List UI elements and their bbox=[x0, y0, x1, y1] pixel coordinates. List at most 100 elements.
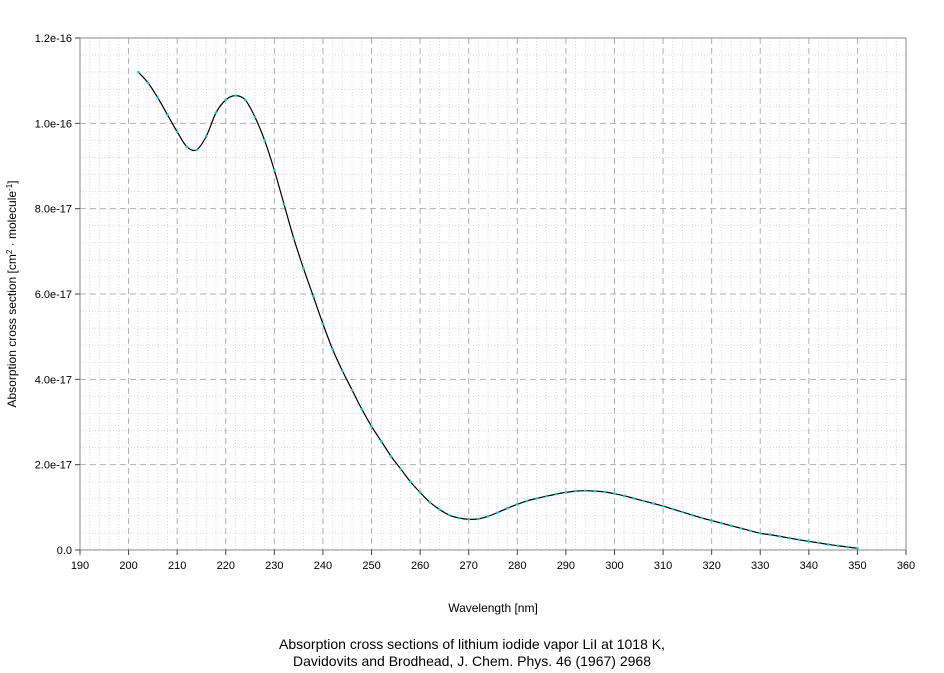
data-point bbox=[661, 504, 665, 508]
data-point bbox=[370, 424, 373, 428]
y-axis-label-part: · molecule bbox=[5, 191, 19, 250]
data-point bbox=[535, 497, 539, 500]
x-tick-label: 290 bbox=[557, 560, 575, 572]
data-point bbox=[836, 544, 840, 548]
y-axis-label-superscript: -1 bbox=[5, 183, 14, 191]
data-point bbox=[622, 494, 626, 498]
x-axis: 190 200 210 220 230 240 250 260 270 280 290 300 310 3… bbox=[71, 550, 915, 572]
x-tick-label: 260 bbox=[411, 560, 429, 572]
series bbox=[137, 70, 859, 550]
data-point bbox=[603, 490, 607, 494]
data-point bbox=[690, 513, 694, 517]
data-point bbox=[496, 511, 500, 514]
data-point bbox=[486, 514, 490, 518]
data-point bbox=[545, 494, 548, 498]
data-point bbox=[525, 499, 529, 503]
data-point bbox=[710, 519, 713, 522]
data-point bbox=[856, 546, 859, 550]
data-point bbox=[613, 492, 616, 495]
y-tick-label: 2.0e-17 bbox=[35, 460, 72, 472]
data-point bbox=[350, 388, 354, 392]
data-point bbox=[564, 491, 568, 494]
data-point bbox=[447, 513, 451, 517]
x-tick-label: 210 bbox=[168, 560, 186, 572]
x-tick-label: 220 bbox=[217, 560, 235, 572]
data-point bbox=[166, 113, 169, 117]
data-point bbox=[515, 503, 519, 506]
data-point bbox=[720, 521, 723, 525]
data-point bbox=[554, 492, 558, 496]
data-point bbox=[797, 538, 801, 542]
data-point bbox=[234, 94, 237, 97]
data-point bbox=[749, 529, 752, 533]
data-point bbox=[632, 497, 636, 500]
data-point bbox=[506, 506, 509, 510]
y-axis-label-superscript: 2 bbox=[5, 249, 14, 254]
chart: 190 200 210 220 230 240 250 260 270 280 290 300 310 3… bbox=[5, 33, 916, 615]
data-point bbox=[253, 115, 257, 119]
data-point bbox=[331, 348, 334, 351]
data-point bbox=[574, 489, 577, 493]
data-point bbox=[846, 545, 849, 549]
data-point bbox=[273, 168, 276, 172]
data-point bbox=[175, 130, 179, 134]
data-point bbox=[642, 499, 645, 503]
x-tick-label: 350 bbox=[848, 560, 866, 572]
data-point bbox=[146, 81, 150, 85]
y-axis-label-part: ] bbox=[5, 180, 19, 183]
data-point bbox=[243, 98, 247, 102]
data-point bbox=[195, 148, 198, 152]
data-point bbox=[729, 524, 733, 527]
y-axis: 0.0 2.0e-17 4.0e-17 6.0e-17 8.0e-17 1.0e-16 1.… bbox=[35, 33, 80, 557]
data-point bbox=[321, 322, 325, 326]
y-tick-label: 0.0 bbox=[57, 545, 72, 557]
data-point bbox=[438, 508, 441, 511]
data-point bbox=[584, 489, 587, 492]
y-tick-label: 1.2e-16 bbox=[35, 33, 72, 45]
data-point bbox=[282, 203, 286, 206]
x-tick-label: 190 bbox=[71, 560, 89, 572]
data-point bbox=[593, 489, 597, 493]
y-tick-label: 6.0e-17 bbox=[35, 289, 72, 301]
y-tick-label: 1.0e-16 bbox=[35, 118, 72, 130]
data-point bbox=[263, 139, 266, 142]
data-point bbox=[788, 536, 791, 540]
x-tick-label: 360 bbox=[897, 560, 915, 572]
data-point bbox=[758, 532, 762, 535]
data-point bbox=[389, 454, 393, 458]
data-point bbox=[807, 540, 811, 543]
data-point bbox=[156, 96, 160, 100]
x-tick-label: 270 bbox=[460, 560, 478, 572]
data-point bbox=[185, 145, 189, 149]
data-point bbox=[817, 541, 820, 545]
data-point bbox=[739, 526, 743, 530]
data-point bbox=[477, 517, 480, 521]
x-tick-label: 310 bbox=[654, 560, 672, 572]
chart-caption-line-2: Davidovits and Brodhead, J. Chem. Phys. … bbox=[293, 653, 651, 669]
data-point bbox=[137, 70, 140, 74]
x-tick-label: 230 bbox=[265, 560, 283, 572]
data-point bbox=[681, 510, 684, 514]
data-point bbox=[778, 535, 781, 538]
x-tick-label: 250 bbox=[362, 560, 380, 572]
x-tick-label: 240 bbox=[314, 560, 332, 572]
data-point bbox=[467, 517, 471, 521]
data-point bbox=[292, 237, 296, 240]
y-axis-label: Absorption cross section [cm2 · molecule… bbox=[5, 180, 20, 407]
x-tick-label: 300 bbox=[605, 560, 623, 572]
data-point bbox=[700, 516, 704, 520]
data-point bbox=[341, 369, 344, 373]
data-point bbox=[457, 516, 461, 520]
x-tick-label: 340 bbox=[800, 560, 818, 572]
grid bbox=[80, 37, 906, 550]
data-point bbox=[302, 267, 305, 270]
data-point bbox=[826, 543, 830, 546]
data-point bbox=[768, 533, 772, 536]
data-point bbox=[418, 491, 422, 494]
data-point bbox=[224, 98, 228, 102]
data-point bbox=[399, 467, 402, 471]
x-tick-label: 280 bbox=[508, 560, 526, 572]
x-tick-label: 320 bbox=[702, 560, 720, 572]
data-point bbox=[671, 507, 675, 511]
y-tick-label: 4.0e-17 bbox=[35, 374, 72, 386]
